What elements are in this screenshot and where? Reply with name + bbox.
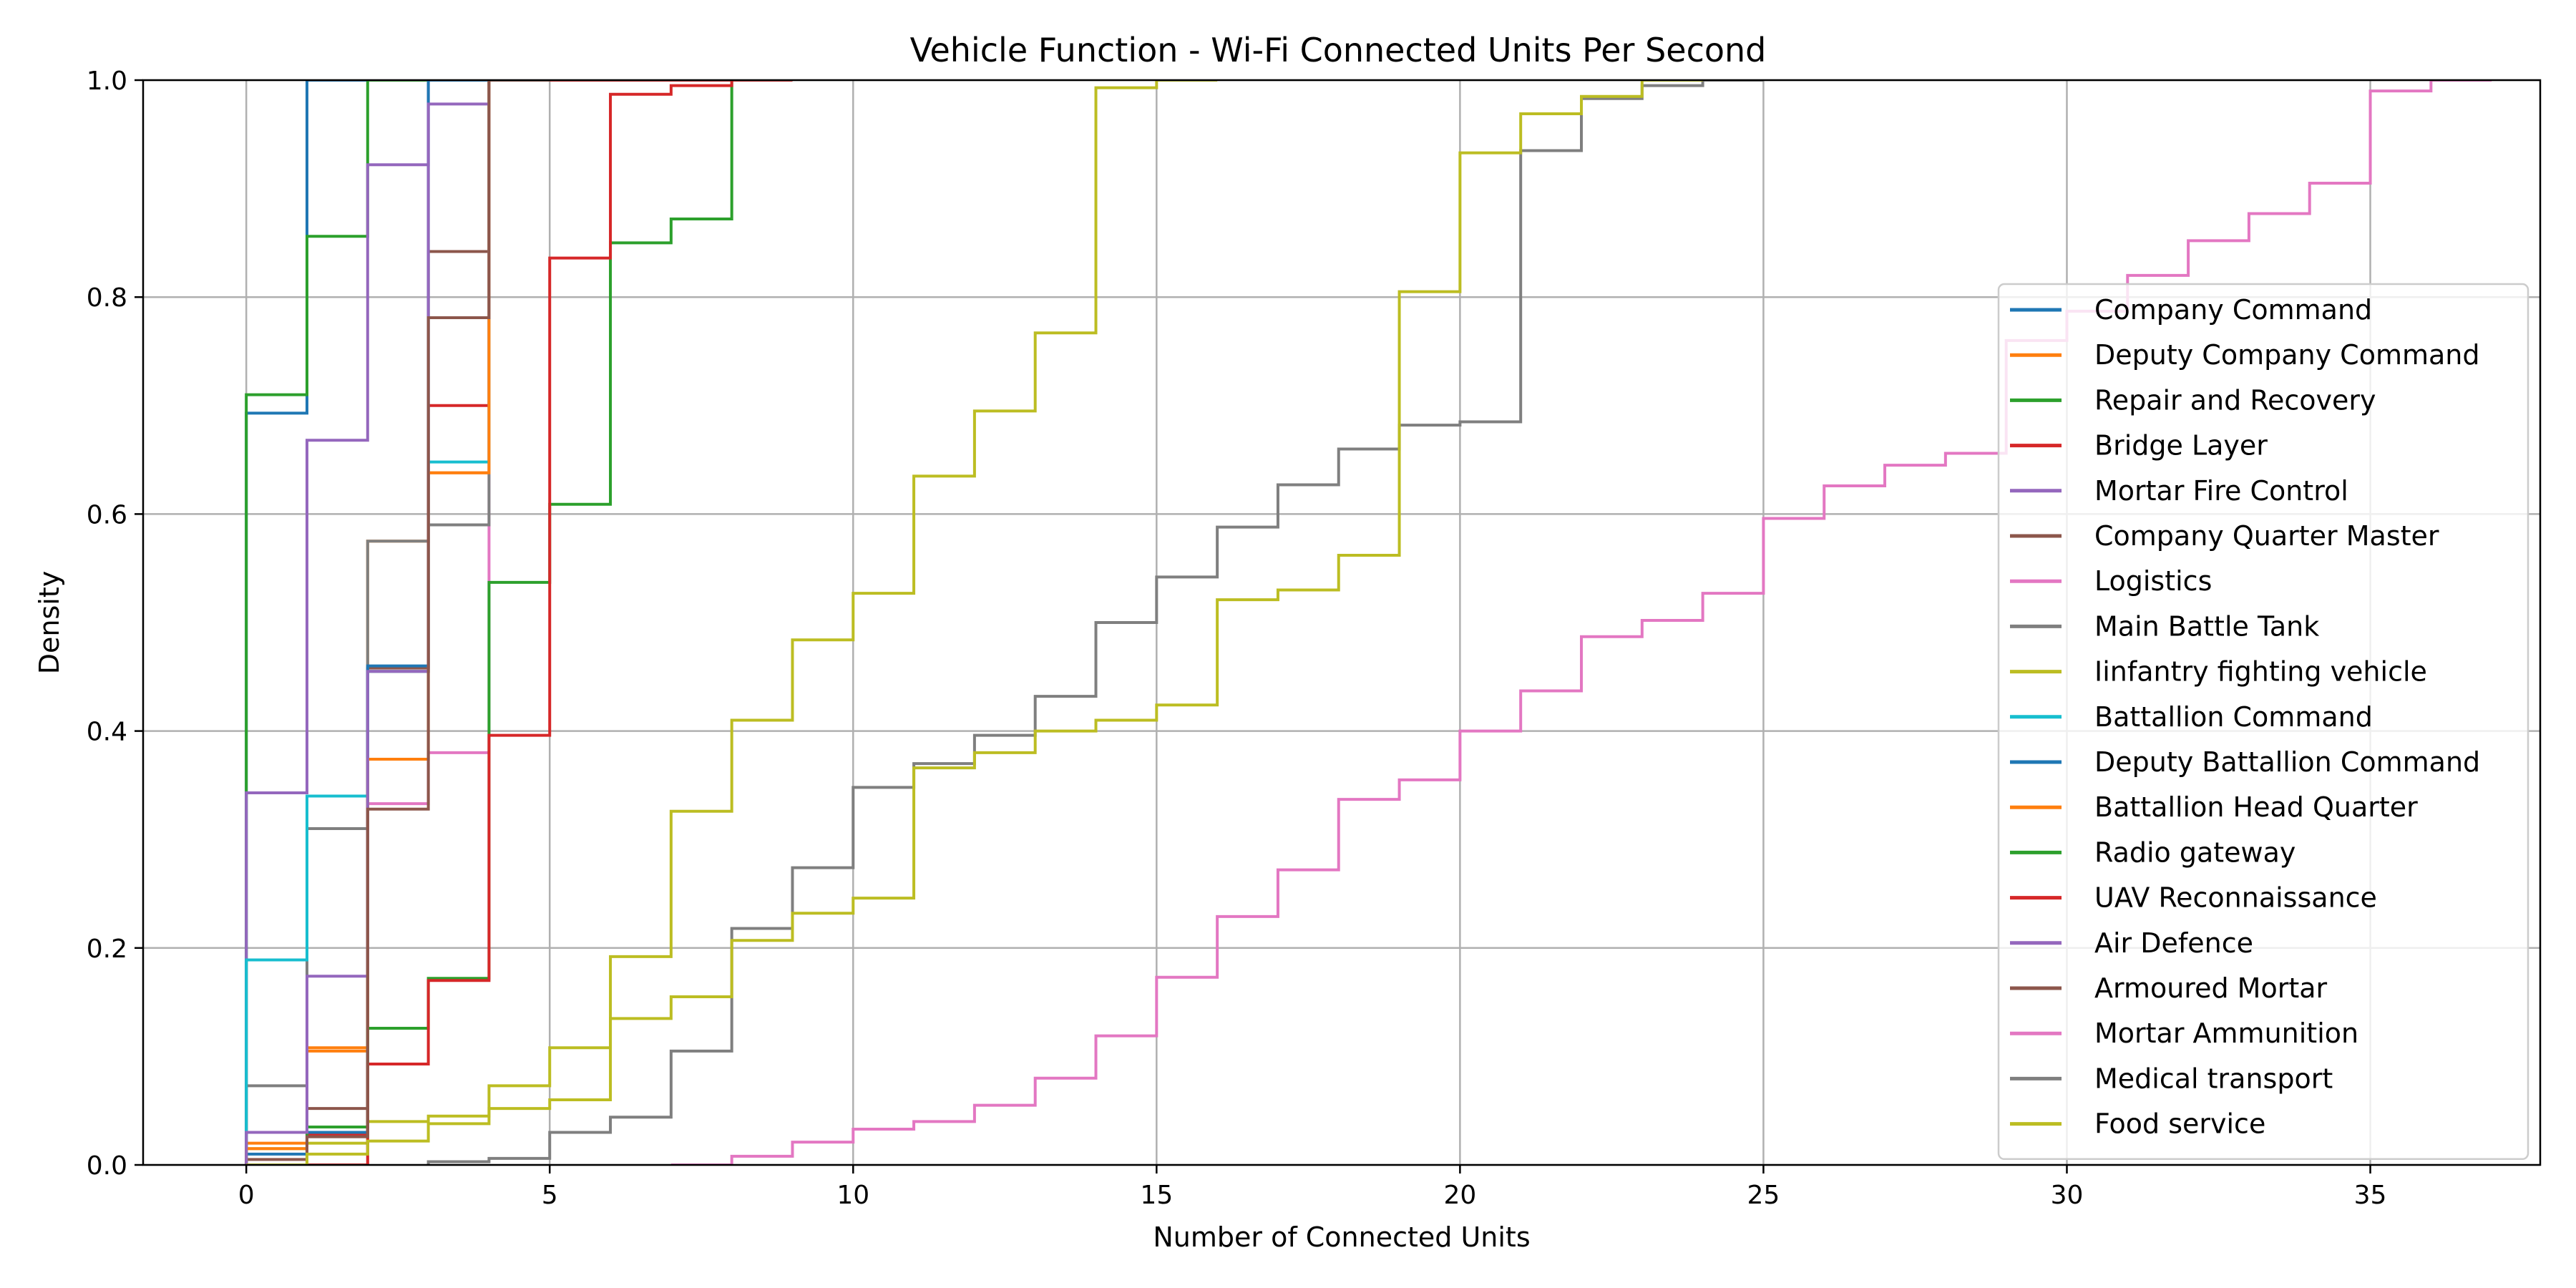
x-tick-label: 10 — [836, 1181, 869, 1210]
legend-entry: Armoured Mortar — [2094, 972, 2328, 1004]
legend-entry: Food service — [2094, 1108, 2265, 1140]
legend-entry: Deputy Battallion Command — [2094, 746, 2480, 778]
series-line-7 — [245, 80, 550, 1165]
series-line-13 — [246, 80, 793, 1165]
legend-entry: Logistics — [2094, 565, 2212, 597]
legend-entry: Mortar Fire Control — [2094, 475, 2348, 507]
y-ticks: 0.0 0.2 0.4 0.6 0.8 1.0 — [87, 67, 143, 1181]
x-tick-label: 35 — [2354, 1181, 2387, 1210]
x-tick-label: 5 — [542, 1181, 558, 1210]
series-line-18 — [246, 80, 1703, 1165]
legend-entry: Deputy Company Command — [2094, 339, 2479, 371]
series-line-15 — [246, 80, 550, 1165]
series-line-2 — [245, 80, 429, 1165]
y-tick-label: 0.8 — [87, 283, 127, 313]
chart-title: Vehicle Function - Wi-Fi Connected Units… — [910, 31, 1767, 69]
plot-frame — [142, 79, 2542, 1166]
x-ticks: 0 5 10 15 20 25 30 35 — [238, 1165, 2387, 1210]
y-tick-label: 0.4 — [87, 718, 127, 747]
legend-entry: Air Defence — [2094, 927, 2253, 959]
legend-entry: Radio gateway — [2094, 836, 2296, 868]
series-line-6 — [246, 80, 550, 1165]
series-lines — [245, 80, 2492, 1165]
legend-box — [1997, 283, 2529, 1161]
legend-entry: Main Battle Tank — [2094, 610, 2319, 642]
series-line-5 — [245, 80, 550, 1165]
series-line-16 — [670, 80, 2492, 1165]
legend-entry: Battallion Command — [2094, 701, 2373, 733]
legend-entry: Iinfantry fighting vehicle — [2094, 656, 2427, 688]
legend-entry: Battallion Head Quarter — [2094, 791, 2418, 823]
legend-entry: Company Command — [2094, 294, 2372, 326]
legend-entry: Mortar Ammunition — [2094, 1018, 2358, 1049]
legend-entry: Bridge Layer — [2094, 430, 2268, 462]
legend-entry: Medical transport — [2094, 1063, 2333, 1094]
y-tick-label: 1.0 — [87, 67, 127, 96]
series-line-3 — [246, 80, 793, 1165]
x-tick-label: 25 — [1747, 1181, 1780, 1210]
x-tick-label: 20 — [1443, 1181, 1476, 1210]
legend: Company Command Deputy Company Command Rep… — [1997, 283, 2529, 1161]
y-axis-label: Density — [34, 571, 65, 674]
series-line-12 — [246, 80, 793, 1165]
y-tick-label: 0.6 — [87, 500, 127, 530]
series-line-11 — [245, 80, 550, 1165]
series-line-17 — [426, 80, 1764, 1165]
series-line-8 — [245, 80, 1218, 1165]
x-axis-label: Number of Connected Units — [1153, 1221, 1530, 1253]
series-line-9 — [245, 80, 550, 1165]
x-tick-label: 30 — [2051, 1181, 2084, 1210]
legend-entry: Repair and Recovery — [2094, 384, 2376, 416]
legend-entry: Company Quarter Master — [2094, 520, 2439, 552]
legend-entry: UAV Reconnaissance — [2094, 882, 2377, 914]
series-line-1 — [245, 80, 550, 1165]
y-tick-label: 0.0 — [87, 1151, 127, 1181]
x-tick-label: 0 — [238, 1181, 255, 1210]
x-tick-label: 15 — [1140, 1181, 1173, 1210]
y-tick-label: 0.2 — [87, 935, 127, 964]
